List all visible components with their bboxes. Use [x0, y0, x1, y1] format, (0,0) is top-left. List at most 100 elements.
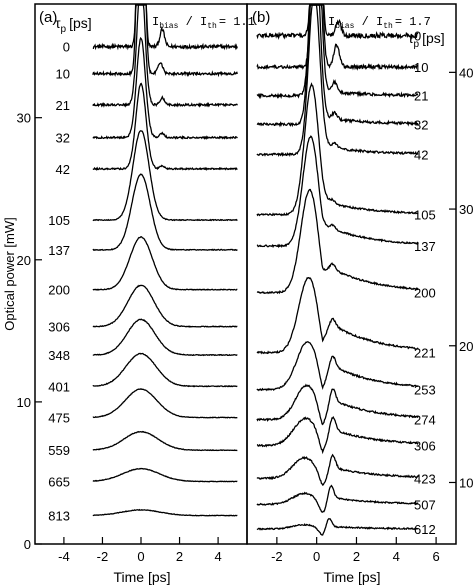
panel-b-trace-label: 0 — [414, 28, 421, 43]
panel-b-trace-label: 10 — [414, 60, 428, 75]
panel-b-x-tick-label: 4 — [393, 549, 400, 564]
panel-a-trace-label: 665 — [48, 474, 70, 489]
panel-a-trace-label: 42 — [56, 162, 70, 177]
panel-b-trace-label: 253 — [414, 383, 436, 398]
panel-b-x-tick-label: 0 — [313, 549, 320, 564]
panel-b-x-tick-label: -2 — [271, 549, 283, 564]
panel-b-trace-306 — [256, 415, 419, 455]
panel-a-trace-665 — [92, 467, 238, 483]
panel-a-trace-label: 306 — [48, 320, 70, 335]
panel-b-trace-507 — [256, 484, 419, 513]
panel-a-y-tick-label: 20 — [17, 253, 31, 268]
panel-a-trace-label: 559 — [48, 443, 70, 458]
y-axis-label: Optical power [mW] — [2, 217, 17, 330]
panel-a-x-axis-label: Time [ps] — [113, 569, 170, 585]
panel-b-trace-42 — [256, 4, 419, 158]
panel-b-trace-200 — [256, 188, 419, 295]
panel-a-trace-200 — [92, 236, 238, 291]
panel-a-tau-header: τp [ps] — [55, 15, 92, 35]
panel-a-ith: I — [200, 15, 207, 29]
panel-a-trace-label: 813 — [48, 509, 70, 524]
panel-b-trace-label: 274 — [414, 413, 436, 428]
panel-a-ibias: I — [152, 15, 159, 29]
panel-b-x-axis-label: Time [ps] — [323, 569, 380, 585]
panel-b-tau-unit: [ps] — [422, 30, 445, 46]
panel-a-x-tick-label: -2 — [97, 549, 109, 564]
panel-b-bias-annotation: Ibias / Ith = 1.7 — [328, 15, 431, 31]
panel-b-ticks: -2 0 2 4 6 10 20 30 40 — [271, 65, 473, 564]
panel-b-y-tick-label: 30 — [459, 202, 473, 217]
panel-a-bias-annotation: Ibias / Ith = 1.1 — [152, 15, 255, 31]
panel-a-trace-475 — [92, 388, 238, 419]
panel-b-ith: I — [376, 15, 383, 29]
panel-a-trace-10 — [92, 4, 238, 78]
panel-a-trace-label: 137 — [48, 243, 70, 258]
panel-b-trace-label: 42 — [414, 147, 428, 162]
panel-a-trace-label: 10 — [56, 67, 70, 82]
panel-b-trace-612 — [256, 517, 419, 536]
panel-b-trace-423 — [256, 453, 419, 486]
panel-a-y-tick-label: 30 — [17, 111, 31, 126]
panel-a-trace-42 — [92, 82, 238, 172]
panel-a-y-tick-label: 10 — [17, 395, 31, 410]
panel-a-label: (a) — [39, 9, 57, 26]
panel-a-trace-0 — [92, 4, 238, 51]
panel-b-ibias-sub: bias — [335, 22, 354, 31]
panel-b-trace-221 — [256, 276, 419, 355]
panel-a-x-tick-label: 0 — [137, 549, 144, 564]
panel-a-tau-subscript: p — [61, 24, 67, 35]
panel-a-trace-401 — [92, 352, 238, 388]
panel-b-trace-label: 423 — [414, 471, 436, 486]
panel-a-trace-306 — [92, 284, 238, 328]
panel-b-trace-label: 137 — [414, 239, 436, 254]
panel-b-frame — [246, 3, 457, 545]
panel-a-y-tick-label: 0 — [24, 537, 31, 552]
panel-b-trace-label: 32 — [414, 117, 428, 132]
panel-a-ticks: -4 -2 0 2 4 0 10 20 30 — [17, 111, 222, 564]
panel-b-x-tick-label: 2 — [353, 549, 360, 564]
panel-b-tau-subscript: p — [414, 39, 420, 50]
panel-b-trace-label: 21 — [414, 89, 428, 104]
panel-b-trace-label: 612 — [414, 522, 436, 537]
panel-b-traces: 0 10 21 32 42 105 137 200 221 253 274 306 423 507 612 — [256, 4, 436, 537]
panel-a-trace-label: 475 — [48, 411, 70, 426]
panel-a-ith-sub: th — [207, 22, 217, 31]
panel-b-trace-253 — [256, 341, 419, 392]
panel-b-trace-label: 200 — [414, 285, 436, 300]
panel-a-ratio-value: = 1.1 — [219, 15, 255, 29]
panel-a-trace-348 — [92, 318, 238, 357]
panel-b-trace-label: 507 — [414, 497, 436, 512]
panel-b-trace-label: 306 — [414, 439, 436, 454]
panel-a-traces: 0 10 21 32 42 105 137 200 306 348 401 475 559 665 813 — [48, 4, 238, 524]
panel-a-trace-label: 348 — [48, 348, 70, 363]
panel-b-trace-137 — [256, 135, 419, 249]
panel-a-trace-559 — [92, 430, 238, 452]
panel-b-trace-label: 105 — [414, 208, 436, 223]
panel-a-trace-137 — [92, 173, 238, 252]
panel-b-trace-0 — [256, 4, 419, 40]
panel-a-trace-813 — [92, 508, 238, 517]
panel-b-trace-105 — [256, 82, 419, 217]
panel-b-trace-label: 221 — [414, 346, 436, 361]
panel-b-trace-274 — [256, 383, 419, 426]
panel-b-ratio-value: = 1.7 — [395, 15, 431, 29]
panel-b-ibias: I — [328, 15, 335, 29]
panel-a-x-tick-label: -4 — [58, 549, 70, 564]
panel-a-tau-unit: [ps] — [69, 15, 92, 31]
panel-a-trace-label: 32 — [56, 131, 70, 146]
panel-b-x-tick-label: 6 — [432, 549, 439, 564]
panel-a-trace-105 — [92, 130, 238, 222]
panel-b-label: (b) — [252, 9, 270, 26]
panel-a-trace-label: 200 — [48, 283, 70, 298]
panel-b-y-tick-label: 40 — [459, 65, 473, 80]
panel-a-trace-21 — [92, 4, 238, 108]
panel-a-trace-label: 105 — [48, 213, 70, 228]
panel-a-trace-label: 21 — [56, 98, 70, 113]
panel-a-trace-32 — [92, 36, 238, 141]
panel-b-ith-sub: th — [383, 22, 393, 31]
panel-a-x-tick-label: 4 — [214, 549, 221, 564]
panel-a-x-tick-label: 2 — [176, 549, 183, 564]
panel-a-trace-label: 0 — [63, 40, 70, 55]
